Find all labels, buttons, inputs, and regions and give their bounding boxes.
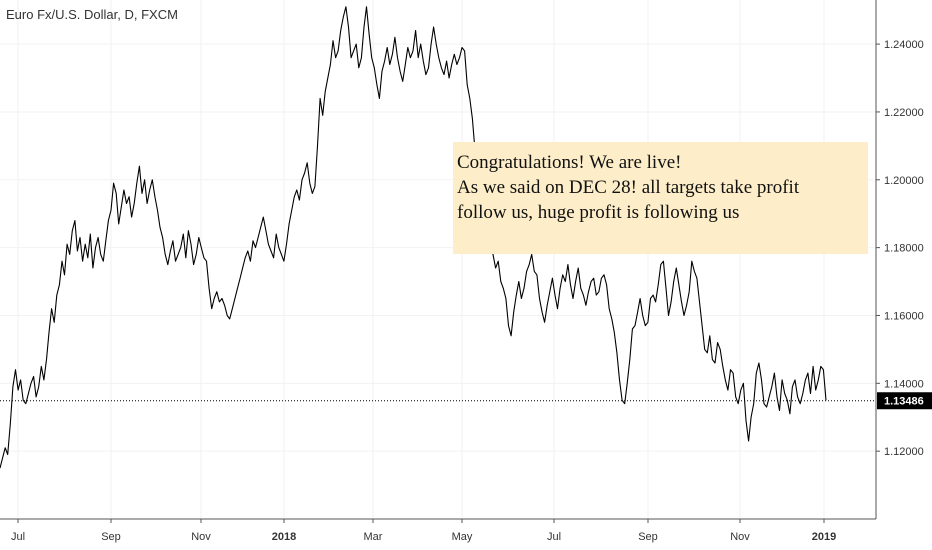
y-tick-label: 1.24000 <box>884 39 924 51</box>
annotation-box: Congratulations! We are live! As we said… <box>453 142 868 254</box>
x-tick-label: 2019 <box>812 531 836 543</box>
x-tick-label: Jul <box>547 531 561 543</box>
y-tick-label: 1.16000 <box>884 310 924 322</box>
price-line-series <box>0 6 827 469</box>
y-axis-ticks: 1.12000 1.14000 1.16000 1.18000 1.20000 1.220… <box>876 39 924 458</box>
annotation-line-3: follow us, huge profit is following us <box>457 202 739 223</box>
x-tick-label: Nov <box>730 531 750 543</box>
x-tick-label: Mar <box>364 531 383 543</box>
grid-lines <box>0 0 876 519</box>
price-label-value: 1.13486 <box>884 396 924 408</box>
y-tick-label: 1.12000 <box>884 446 924 458</box>
y-tick-label: 1.22000 <box>884 107 924 119</box>
y-tick-label: 1.18000 <box>884 243 924 255</box>
y-tick-label: 1.20000 <box>884 175 924 187</box>
current-price-label: 1.13486 <box>877 392 932 410</box>
x-tick-label: May <box>452 531 473 543</box>
x-tick-label: Nov <box>191 531 211 543</box>
x-tick-label: Sep <box>101 531 121 543</box>
price-label-background <box>877 392 932 410</box>
annotation-line-2: As we said on DEC 28! all targets take p… <box>457 177 800 198</box>
x-tick-label: 2018 <box>272 531 296 543</box>
y-tick-label: 1.14000 <box>884 378 924 390</box>
x-tick-label: Sep <box>638 531 658 543</box>
annotation-line-1: Congratulations! We are live! <box>457 152 681 173</box>
annotation-background <box>453 142 868 254</box>
x-axis-ticks: Jul Sep Nov 2018 Mar May Jul Sep Nov 2019 <box>11 519 836 543</box>
x-tick-label: Jul <box>11 531 25 543</box>
series-layer <box>0 6 827 469</box>
chart-title: Euro Fx/U.S. Dollar, D, FXCM <box>6 7 178 22</box>
